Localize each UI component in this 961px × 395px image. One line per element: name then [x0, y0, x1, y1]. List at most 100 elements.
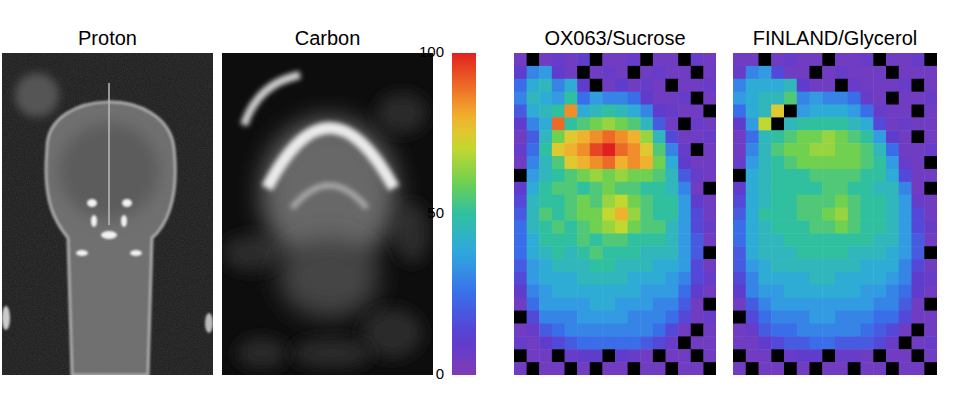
heatmap-cell — [527, 195, 540, 208]
heatmap-cell — [759, 105, 772, 118]
heatmap-cell — [771, 130, 784, 143]
heatmap-cell — [771, 298, 784, 311]
heatmap-cell — [628, 156, 641, 169]
heatmap-cell — [784, 130, 797, 143]
masked-cell — [590, 362, 603, 375]
heatmap-cell — [899, 66, 912, 79]
heatmap-cell — [615, 272, 628, 285]
heatmap-cell — [899, 169, 912, 182]
heatmap-cell — [784, 79, 797, 92]
brain — [46, 102, 175, 375]
heatmap-cell — [810, 246, 823, 259]
heatmap-cell — [759, 311, 772, 324]
heatmap-cell — [861, 208, 874, 221]
heatmap-cell — [602, 298, 615, 311]
heatmap-cell — [552, 323, 565, 336]
masked-cell — [912, 349, 925, 362]
heatmap-cell — [565, 66, 578, 79]
heatmap-cell — [924, 336, 937, 349]
heatmap-cell — [746, 92, 759, 105]
heatmap-cell — [899, 208, 912, 221]
heatmap-cell — [628, 79, 641, 92]
heatmap-cell — [771, 92, 784, 105]
heatmap-cell — [912, 143, 925, 156]
heatmap-cell — [703, 79, 716, 92]
heatmap-cell — [873, 79, 886, 92]
heatmap-cell — [873, 105, 886, 118]
heatmap-cell — [691, 233, 704, 246]
heatmap-cell — [602, 182, 615, 195]
background-blob — [237, 338, 287, 368]
heatmap-cell — [746, 208, 759, 221]
heatmap-cell — [552, 272, 565, 285]
heatmap-cell — [565, 79, 578, 92]
panel — [222, 53, 433, 375]
panel-title: Carbon — [295, 27, 361, 49]
heatmap-cell — [527, 233, 540, 246]
heatmap-cell — [835, 143, 848, 156]
heatmap-cell — [552, 298, 565, 311]
heatmap-cell — [527, 246, 540, 259]
heatmap-cell — [810, 208, 823, 221]
masked-cell — [924, 246, 937, 259]
heatmap-cell — [810, 220, 823, 233]
heatmap-cell — [539, 130, 552, 143]
heatmap-cell — [527, 323, 540, 336]
heatmap-cell — [514, 220, 527, 233]
heatmap-cell — [759, 259, 772, 272]
heatmap-cell — [653, 105, 666, 118]
heatmap-cell — [691, 182, 704, 195]
heatmap-cell — [666, 259, 679, 272]
heatmap-cell — [539, 117, 552, 130]
heatmap-cell — [565, 117, 578, 130]
heatmap-cell — [733, 259, 746, 272]
heatmap-cell — [886, 208, 899, 221]
heatmap-cell — [835, 246, 848, 259]
masked-cell — [924, 53, 937, 66]
masked-cell — [703, 182, 716, 195]
heatmap-cell — [666, 336, 679, 349]
heatmap-cell — [691, 79, 704, 92]
heatmap-cell — [924, 272, 937, 285]
heatmap-cell — [848, 92, 861, 105]
heatmap-cell — [666, 220, 679, 233]
heatmap-cell — [590, 259, 603, 272]
heatmap-cell — [514, 53, 527, 66]
phantom-arc — [244, 75, 300, 125]
heatmap-cell — [848, 259, 861, 272]
heatmap-cell — [861, 323, 874, 336]
heatmap-cell — [861, 233, 874, 246]
heatmap-cell — [759, 323, 772, 336]
heatmap-cell — [590, 311, 603, 324]
image-background — [2, 53, 213, 375]
heatmap-cell — [912, 285, 925, 298]
heatmap-cell — [703, 349, 716, 362]
heatmap-cell — [565, 130, 578, 143]
heatmap-cell — [810, 156, 823, 169]
heatmap-cell — [886, 349, 899, 362]
heatmap-cell — [822, 169, 835, 182]
heatmap-cell — [771, 182, 784, 195]
heatmap-cell — [577, 246, 590, 259]
heatmap-cell — [666, 182, 679, 195]
heatmap-cell — [899, 323, 912, 336]
heatmap-cell — [912, 233, 925, 246]
heatmap-cell — [691, 53, 704, 66]
heatmap-cell — [924, 195, 937, 208]
heatmap-cell — [733, 105, 746, 118]
heatmap-cell — [703, 323, 716, 336]
masked-cell — [733, 169, 746, 182]
heatmap-cell — [552, 311, 565, 324]
heatmap-cell — [899, 285, 912, 298]
heatmap-cell — [886, 259, 899, 272]
heatmap-cell — [539, 220, 552, 233]
heatmap-cell — [565, 182, 578, 195]
heatmap-cell — [590, 323, 603, 336]
heatmap-cell — [886, 156, 899, 169]
heatmap-cell — [565, 220, 578, 233]
heatmap-cell — [640, 246, 653, 259]
masked-cell — [678, 117, 691, 130]
heatmap-cell — [912, 272, 925, 285]
heatmap-cell — [797, 143, 810, 156]
masked-cell — [848, 362, 861, 375]
